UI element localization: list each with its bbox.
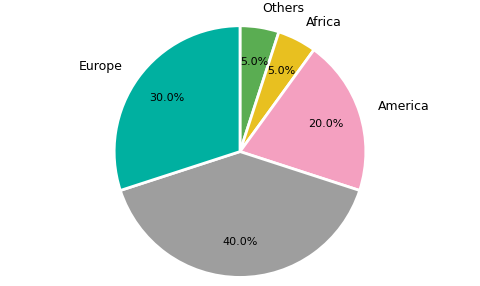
- Text: 20.0%: 20.0%: [309, 119, 344, 129]
- Text: Africa: Africa: [306, 16, 342, 29]
- Text: 30.0%: 30.0%: [149, 93, 184, 103]
- Text: 5.0%: 5.0%: [267, 66, 295, 76]
- Wedge shape: [240, 26, 279, 152]
- Text: America: America: [378, 100, 430, 113]
- Wedge shape: [240, 50, 366, 190]
- Wedge shape: [240, 32, 314, 152]
- Wedge shape: [120, 152, 360, 277]
- Text: 5.0%: 5.0%: [240, 57, 268, 67]
- Text: 40.0%: 40.0%: [222, 237, 258, 247]
- Text: Europe: Europe: [79, 60, 123, 73]
- Text: Others: Others: [263, 2, 305, 15]
- Wedge shape: [114, 26, 240, 190]
